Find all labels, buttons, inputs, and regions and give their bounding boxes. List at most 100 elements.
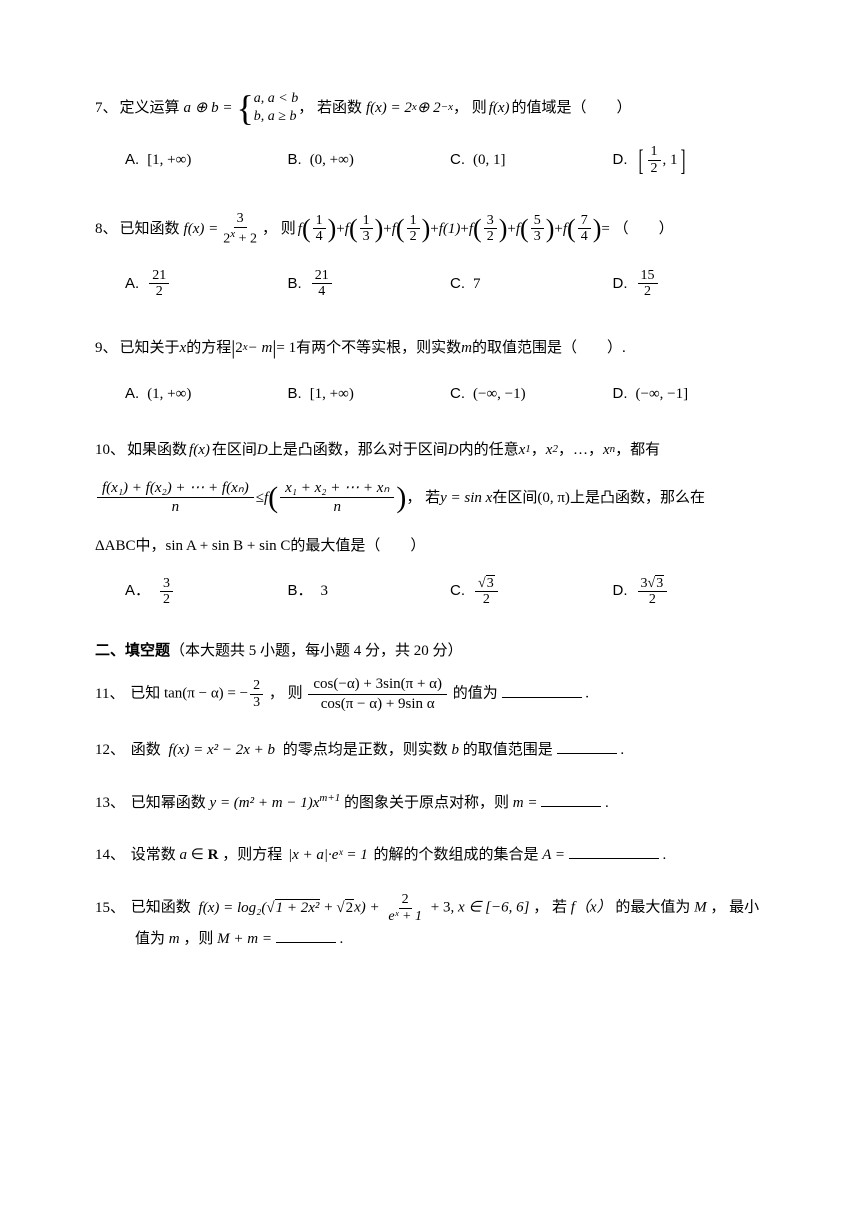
q10-abc: ΔABC bbox=[95, 534, 136, 558]
f74: 74 bbox=[578, 213, 591, 245]
q10-rn: x₁ + x₂ + ⋯ + xₙ bbox=[280, 479, 394, 499]
q11-tan: tan(π − α) = − bbox=[164, 686, 248, 702]
q15-t3: 的最大值为 bbox=[615, 900, 694, 916]
lp4: ( bbox=[473, 208, 482, 250]
q7-dtail: , 1 bbox=[663, 148, 678, 172]
q11f1: 23 bbox=[250, 678, 263, 710]
q14-num: 14、 bbox=[95, 847, 125, 863]
q7-f1: a ⊕ b = bbox=[184, 96, 233, 120]
rp2: ) bbox=[375, 208, 384, 250]
question-8: 8、 已知函数 f(x) = 3 2x + 2 ， 则 f(14) + f(13… bbox=[95, 208, 775, 299]
q10an: 3 bbox=[160, 576, 173, 592]
q8c: 7 bbox=[473, 272, 481, 296]
rad3: 3 bbox=[486, 575, 495, 591]
question-9: 9、 已知关于 x 的方程 |2x − m| = 1 有两个不等实根，则实数 m… bbox=[95, 332, 775, 406]
q12-t1: 函数 bbox=[131, 742, 161, 758]
d12: 2 bbox=[407, 229, 420, 244]
q10-t1: 如果函数 bbox=[127, 438, 187, 462]
q7-optC: C.(0, 1] bbox=[450, 144, 613, 176]
p5: + bbox=[507, 217, 515, 241]
q15-xp: x) + bbox=[354, 900, 383, 916]
n12: 1 bbox=[407, 213, 420, 229]
q12-fx: f(x) = x² − 2x + b bbox=[169, 742, 276, 758]
f14: 14 bbox=[313, 213, 326, 245]
brace-content: a, a < b b, a ≥ b bbox=[254, 90, 298, 126]
q9-t1: 已知关于 bbox=[120, 336, 180, 360]
question-12: 12、 函数 f(x) = x² − 2x + b 的零点均是正数，则实数 b … bbox=[95, 735, 775, 765]
q10-t4: 内的任意 bbox=[459, 438, 519, 462]
q10cn: 3 bbox=[475, 576, 498, 592]
q13-num: 13、 bbox=[95, 795, 125, 811]
q13-t2: 的图象关于原点对称，则 bbox=[344, 795, 513, 811]
q10-t5: ，都有 bbox=[615, 438, 660, 462]
rp1: ) bbox=[328, 208, 337, 250]
q15-blank[interactable] bbox=[276, 928, 336, 943]
q13-m: m = bbox=[513, 795, 538, 811]
q15-num: 15、 bbox=[95, 900, 125, 916]
q15-l2a: 值为 bbox=[135, 931, 169, 947]
lp3: ( bbox=[396, 208, 405, 250]
q11-blank[interactable] bbox=[502, 683, 582, 698]
q7-optD: D. [12, 1] bbox=[613, 144, 776, 176]
q10af: 32 bbox=[160, 576, 173, 608]
q7-t1: 定义运算 bbox=[120, 96, 180, 120]
q13-tail: . bbox=[605, 795, 609, 811]
q15-d: eˣ + 1 bbox=[385, 909, 425, 924]
q8-n1: 3 bbox=[234, 211, 247, 227]
lp6: ( bbox=[567, 208, 576, 250]
question-11: 11、 已知 tan(π − α) = −23 ， 则 cos(−α) + 3s… bbox=[95, 675, 775, 713]
q7-dd: 2 bbox=[648, 161, 661, 176]
f32: 32 bbox=[484, 213, 497, 245]
ld10: D. bbox=[613, 579, 628, 603]
rp4: ) bbox=[499, 208, 508, 250]
q8-optC: C. 7 bbox=[450, 268, 613, 300]
q10-t10: 的最大值是（ ） bbox=[290, 534, 425, 558]
q14-in: ∈ bbox=[191, 847, 204, 863]
q8af: 212 bbox=[149, 268, 169, 300]
q10-num: 10、 bbox=[95, 438, 125, 462]
q9-m: m bbox=[461, 336, 472, 360]
q10-optC: C.32 bbox=[450, 576, 613, 608]
q7-case1: a, a < b bbox=[254, 90, 298, 108]
q10-D: D bbox=[257, 438, 268, 462]
q10-line1: 10、 如果函数 f(x) 在区间 D 上是凸函数，那么对于区间 D 内的任意 … bbox=[95, 438, 775, 462]
q8-text: 8、 已知函数 f(x) = 3 2x + 2 ， 则 f(14) + f(13… bbox=[95, 208, 775, 250]
lp2: ( bbox=[349, 208, 358, 250]
q15-line2: 值为 m ，则 M + m = . bbox=[95, 924, 775, 954]
lc8: C. bbox=[450, 272, 465, 296]
q10-fx: f(x) bbox=[189, 438, 210, 462]
c1: ， bbox=[531, 438, 546, 462]
question-13: 13、 已知幂函数 y = (m² + m − 1)xm+1 的图象关于原点对称… bbox=[95, 787, 775, 818]
q9d: (−∞, −1] bbox=[636, 382, 689, 406]
q13-sup: m+1 bbox=[319, 792, 340, 804]
q12-num: 12、 bbox=[95, 742, 125, 758]
d53: 3 bbox=[531, 229, 544, 244]
q15-r2: 2 bbox=[345, 899, 355, 916]
q9-optA: A.(1, +∞) bbox=[125, 382, 288, 406]
q10-rhs: x₁ + x₂ + ⋯ + xₙ n bbox=[280, 479, 394, 517]
q15-m: m bbox=[169, 931, 180, 947]
p1: + bbox=[336, 217, 344, 241]
q10-ysx: y = sin x bbox=[440, 486, 492, 510]
q12-blank[interactable] bbox=[557, 739, 617, 754]
q8-num: 8、 bbox=[95, 217, 118, 241]
q7-d-frac: 12 bbox=[648, 144, 661, 176]
q7-options: A.[1, +∞) B.(0, +∞) C.(0, 1] D. [12, 1] bbox=[95, 144, 775, 176]
q12-t3: 的取值范围是 bbox=[463, 742, 553, 758]
q15-M: M bbox=[694, 900, 707, 916]
q7-f2a: f(x) = 2 bbox=[366, 96, 412, 120]
q15-t1: 已知函数 bbox=[131, 900, 191, 916]
q10-ss: sin A + sin B + sin C bbox=[166, 534, 291, 558]
q12-b: b bbox=[452, 742, 460, 758]
q11fn: cos(−α) + 3sin(π + α) bbox=[308, 675, 447, 695]
q13-blank[interactable] bbox=[541, 792, 601, 807]
n53: 5 bbox=[531, 213, 544, 229]
q10-dots: ，…， bbox=[558, 438, 603, 462]
q8-frac1: 3 2x + 2 bbox=[220, 211, 260, 246]
lp10: ( bbox=[268, 474, 278, 522]
f53: 53 bbox=[531, 213, 544, 245]
q14-blank[interactable] bbox=[569, 844, 659, 859]
q8-d1: 2x + 2 bbox=[220, 228, 260, 247]
q7-optB: B.(0, +∞) bbox=[288, 144, 451, 176]
q15-fx2: f（x） bbox=[571, 900, 612, 916]
